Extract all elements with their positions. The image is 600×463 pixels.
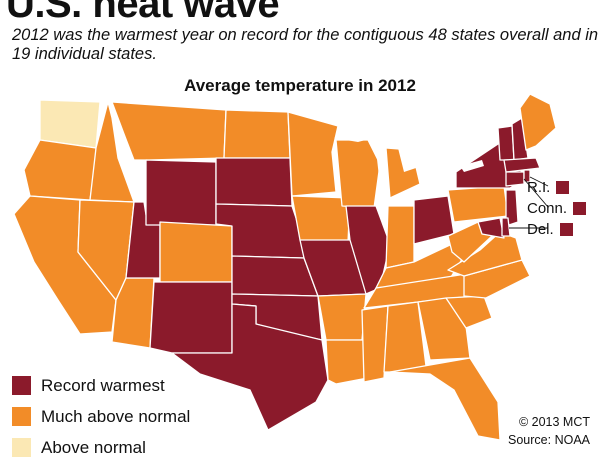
map-title: Average temperature in 2012 [184,76,416,95]
legend-swatch [12,376,31,395]
callout-ri: R.I. [527,179,570,196]
callout-del: Del. [527,221,573,238]
callout-ri-swatch [556,181,570,194]
state-ct [505,171,525,187]
lake-shape [398,144,416,172]
state-ms [361,305,389,383]
legend-item-above-normal: Above normal [12,432,190,463]
state-mn [287,111,339,197]
state-sd [215,157,293,207]
subtitle: 2012 was the warmest year on record for … [12,26,599,63]
callout-del-label: Del. [527,221,554,238]
callout-leader-line [529,176,549,187]
legend-label: Much above normal [41,406,191,426]
state-nd [223,109,291,159]
legend: Record warmest Much above normal Above n… [12,370,190,463]
state-wi [335,139,381,209]
legend-label: Record warmest [41,375,165,395]
state-wy [145,159,217,226]
legend-item-much-above-normal: Much above normal [12,401,190,432]
lake-shape [460,160,484,172]
states-layer [13,93,557,441]
state-in [385,205,415,269]
state-nm [149,281,233,354]
legend-swatch [12,438,31,457]
source-credit: Source: NOAA [508,433,590,447]
state-ma [503,157,541,173]
state-or [23,139,97,201]
callout-conn-label: Conn. [527,200,568,217]
legend-label: Above normal [41,437,146,457]
lake-shape [376,146,388,186]
callout-conn: Conn. [527,200,587,217]
callout-conn-swatch [573,202,587,215]
state-fl [389,357,501,441]
lake-shape [334,128,388,142]
us-map [13,93,557,441]
callout-ri-label: R.I. [527,179,551,196]
legend-swatch [12,407,31,426]
callout-leader-line [523,178,549,208]
copyright-credit: © 2013 MCT [518,415,590,429]
state-co [159,221,233,283]
state-ri [523,169,531,183]
callout-del-swatch [559,223,573,236]
lake-shape [424,176,454,196]
callout-lines [509,176,549,229]
state-nj [505,189,519,227]
state-ar [317,293,367,341]
state-vt [497,125,515,161]
state-me [519,93,557,151]
state-mt [111,101,227,161]
state-va [447,231,523,277]
legend-item-record-warmest: Record warmest [12,370,190,401]
state-pa [447,185,509,223]
state-md [477,217,505,239]
state-de [501,217,511,237]
state-tx [171,303,329,431]
great-lakes [334,128,484,196]
page-title: U.S. heat wave [6,0,280,26]
